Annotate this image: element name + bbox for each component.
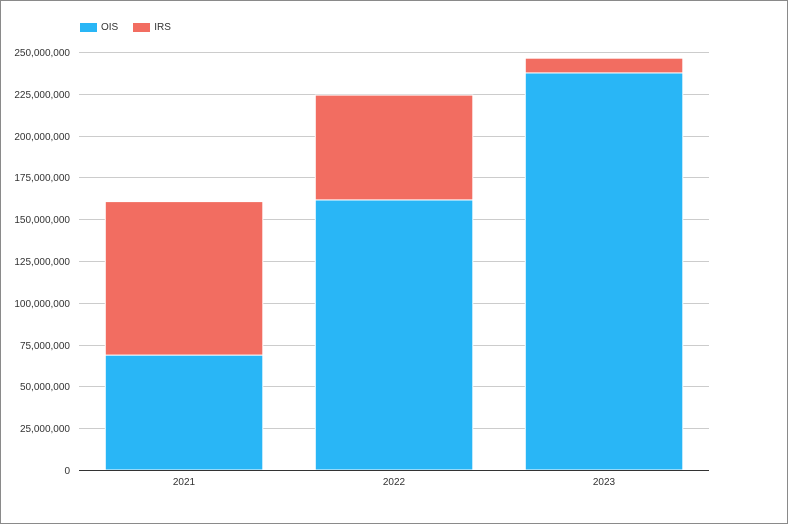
chart-legend: OIS IRS — [80, 22, 186, 33]
bar-irs-2021 — [104, 201, 264, 356]
y-tick-label: 250,000,000 — [14, 48, 70, 59]
legend-swatch-ois — [80, 23, 97, 32]
y-tick-label: 200,000,000 — [14, 132, 70, 143]
bar-ois-2022 — [314, 199, 474, 471]
y-tick-label: 225,000,000 — [14, 90, 70, 101]
bar-ois-2021 — [104, 354, 264, 471]
y-tick-label: 175,000,000 — [14, 173, 70, 184]
x-tick-label: 2023 — [593, 477, 616, 488]
legend-label-irs: IRS — [154, 22, 171, 33]
x-tick-label: 2021 — [173, 477, 196, 488]
legend-item-ois[interactable]: OIS — [80, 22, 118, 33]
bar-ois-2023 — [524, 72, 684, 471]
y-tick-label: 100,000,000 — [14, 299, 70, 310]
legend-label-ois: OIS — [101, 22, 119, 33]
bar-irs-2022 — [314, 94, 474, 201]
y-tick-label: 150,000,000 — [14, 215, 70, 226]
legend-swatch-irs — [133, 23, 151, 32]
bar-irs-2023 — [524, 57, 684, 74]
y-tick-label: 50,000,000 — [20, 382, 70, 393]
y-tick-label: 75,000,000 — [20, 341, 70, 352]
x-tick-label: 2022 — [383, 477, 406, 488]
y-tick-label: 125,000,000 — [14, 257, 70, 268]
legend-item-irs[interactable]: IRS — [133, 22, 171, 33]
y-tick-label: 25,000,000 — [20, 424, 70, 435]
y-tick-label: 0 — [64, 466, 70, 477]
